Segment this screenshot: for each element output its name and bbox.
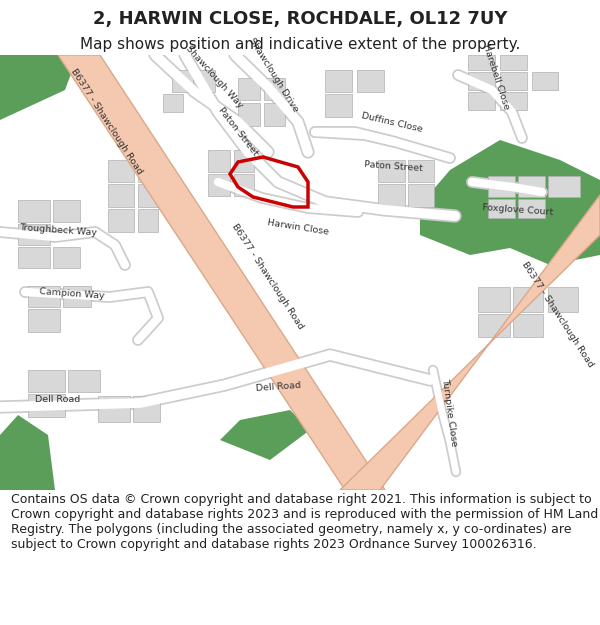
Polygon shape	[0, 415, 55, 490]
Text: Troughbeck Way: Troughbeck Way	[19, 222, 97, 238]
Polygon shape	[513, 314, 543, 337]
Text: 2, HARWIN CLOSE, ROCHDALE, OL12 7UY: 2, HARWIN CLOSE, ROCHDALE, OL12 7UY	[93, 10, 507, 28]
Polygon shape	[172, 70, 193, 92]
Polygon shape	[264, 78, 285, 100]
Polygon shape	[53, 247, 80, 268]
Polygon shape	[28, 394, 65, 417]
Polygon shape	[98, 396, 130, 422]
Polygon shape	[478, 314, 510, 337]
Text: Dell Road: Dell Road	[35, 396, 80, 404]
Text: Paton Street: Paton Street	[364, 161, 422, 174]
Polygon shape	[234, 150, 254, 172]
Polygon shape	[108, 160, 134, 182]
Text: Map shows position and indicative extent of the property.: Map shows position and indicative extent…	[80, 36, 520, 51]
Text: Contains OS data © Crown copyright and database right 2021. This information is : Contains OS data © Crown copyright and d…	[11, 493, 598, 551]
Polygon shape	[163, 94, 183, 112]
Polygon shape	[108, 184, 134, 207]
Polygon shape	[340, 195, 600, 490]
Text: Turnpike Close: Turnpike Close	[440, 378, 458, 447]
Polygon shape	[500, 72, 527, 90]
Polygon shape	[138, 184, 158, 207]
Polygon shape	[488, 176, 515, 197]
Text: Paton Street: Paton Street	[217, 106, 260, 158]
Polygon shape	[53, 200, 80, 222]
Polygon shape	[518, 199, 545, 218]
Polygon shape	[513, 287, 543, 312]
Text: Foxglove Court: Foxglove Court	[482, 203, 554, 217]
Polygon shape	[532, 72, 558, 90]
Polygon shape	[198, 70, 215, 92]
Polygon shape	[408, 160, 434, 182]
Text: Dell Road: Dell Road	[255, 381, 301, 393]
Polygon shape	[548, 176, 580, 197]
Polygon shape	[28, 370, 65, 392]
Text: Shawclough Way: Shawclough Way	[184, 44, 244, 110]
Polygon shape	[468, 72, 495, 90]
Polygon shape	[138, 160, 158, 182]
Polygon shape	[500, 92, 527, 110]
Polygon shape	[468, 92, 495, 110]
Polygon shape	[234, 174, 254, 196]
Text: Duffins Close: Duffins Close	[361, 112, 424, 134]
Polygon shape	[378, 184, 405, 207]
Polygon shape	[18, 200, 50, 222]
Polygon shape	[68, 370, 100, 392]
Polygon shape	[518, 176, 545, 197]
Polygon shape	[208, 150, 230, 172]
Text: Campion Way: Campion Way	[39, 288, 105, 301]
Polygon shape	[18, 224, 50, 245]
Text: Harebell Close: Harebell Close	[481, 43, 511, 111]
Polygon shape	[238, 78, 260, 100]
Polygon shape	[468, 55, 495, 70]
Polygon shape	[108, 209, 134, 232]
Polygon shape	[264, 103, 285, 126]
Text: B6377 - Shawclough Road: B6377 - Shawclough Road	[230, 222, 305, 331]
Text: Harwin Close: Harwin Close	[266, 217, 329, 236]
Polygon shape	[28, 309, 60, 332]
Polygon shape	[500, 55, 527, 70]
Text: B6377 - Shawclough Road: B6377 - Shawclough Road	[520, 261, 596, 369]
Polygon shape	[133, 396, 160, 422]
Polygon shape	[63, 286, 91, 307]
Polygon shape	[325, 70, 352, 92]
Polygon shape	[58, 55, 385, 490]
Polygon shape	[208, 174, 230, 196]
Polygon shape	[18, 247, 50, 268]
Polygon shape	[220, 410, 310, 460]
Polygon shape	[378, 160, 405, 182]
Polygon shape	[325, 94, 352, 117]
Polygon shape	[408, 184, 434, 207]
Polygon shape	[0, 55, 78, 120]
Text: B6377 - Shawclough Road: B6377 - Shawclough Road	[70, 68, 145, 176]
Polygon shape	[138, 209, 158, 232]
Polygon shape	[238, 103, 260, 126]
Text: Shawclough Drive: Shawclough Drive	[247, 36, 301, 114]
Polygon shape	[28, 286, 60, 307]
Polygon shape	[357, 70, 384, 92]
Polygon shape	[420, 140, 600, 265]
Polygon shape	[548, 287, 578, 312]
Polygon shape	[478, 287, 510, 312]
Polygon shape	[488, 199, 515, 218]
